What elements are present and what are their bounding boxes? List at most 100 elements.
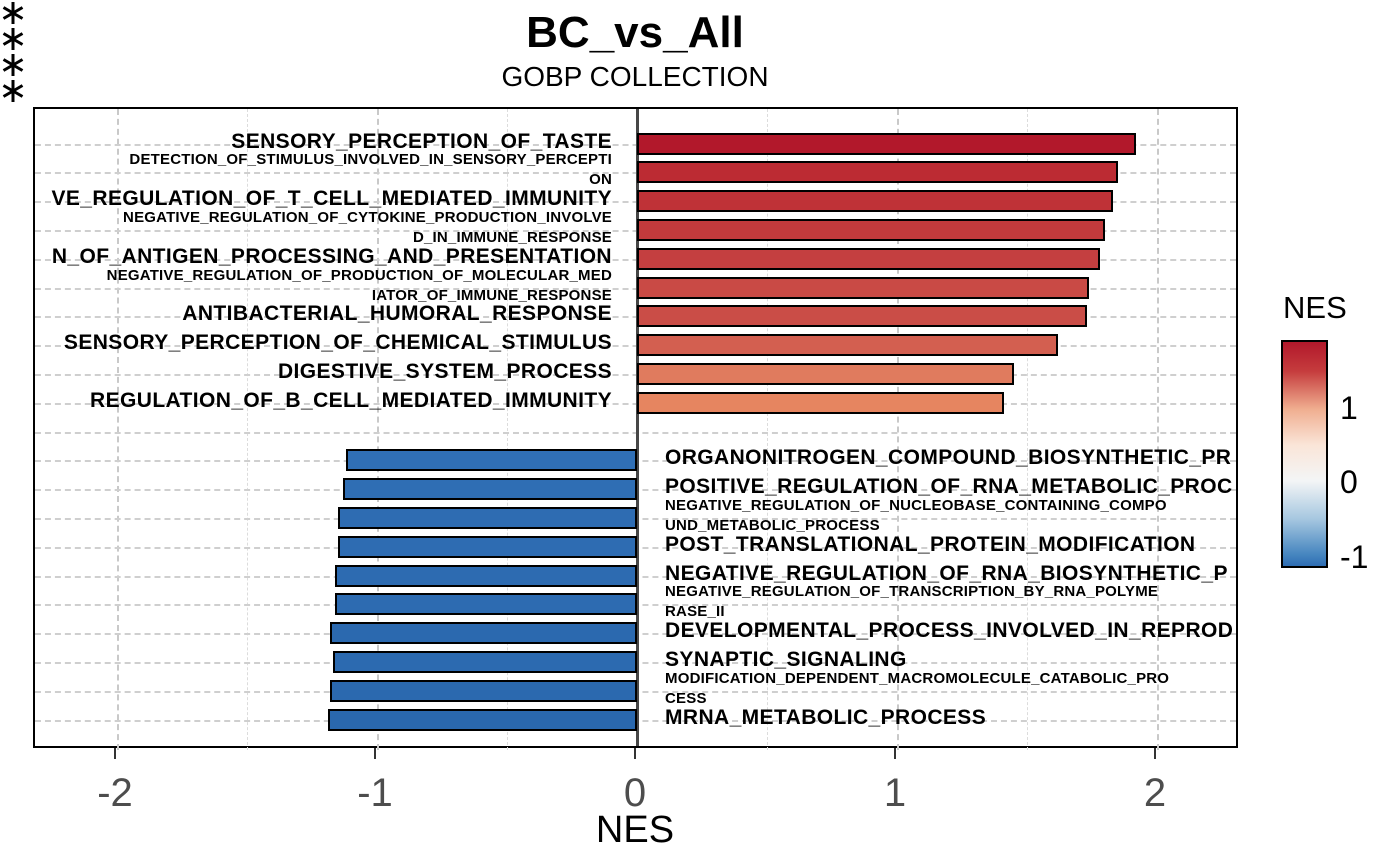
gridline-vertical-major (117, 109, 119, 750)
significance-asterisk (0, 26, 26, 52)
bar-label-box: N_OF_ANTIGEN_PROCESSING_AND_PRESENTATION (0, 245, 612, 269)
bar (338, 535, 637, 558)
colorbar-tick-label: 0 (1340, 464, 1358, 501)
bar-label-box: MRNA_METABOLIC_PROCESS (665, 706, 1236, 730)
x-axis-tick-label: 0 (623, 771, 647, 815)
bar (637, 391, 1004, 414)
bar (637, 161, 1118, 184)
gridline-horizontal (35, 258, 1236, 261)
bar-label-box: SENSORY_PERCEPTION_OF_CHEMICAL_STIMULUS (0, 331, 612, 355)
bar (637, 132, 1137, 155)
bar (637, 276, 1090, 299)
bar (338, 506, 637, 529)
x-axis-tick-label: 2 (1143, 771, 1167, 815)
x-axis-tick (894, 748, 896, 759)
chart-subtitle: GOBP COLLECTION (501, 61, 769, 92)
bar-label-box: ANTIBACTERIAL_HUMORAL_RESPONSE (0, 302, 612, 326)
bar-label-box: POSITIVE_REGULATION_OF_RNA_METABOLIC_PRO… (665, 475, 1236, 499)
bar-label-box: REGULATION_OF_B_CELL_MEDIATED_IMMUNITY (0, 389, 612, 413)
gridline-horizontal (35, 431, 1236, 434)
bar (637, 218, 1105, 241)
bar-label: NEGATIVE_REGULATION_OF_RNA_BIOSYNTHETIC_… (665, 561, 1228, 585)
x-axis-tick-label: 1 (883, 771, 907, 815)
bar (343, 478, 637, 501)
bar-label-box: POST_TRANSLATIONAL_PROTEIN_MODIFICATION (665, 533, 1236, 557)
bar-label: POST_TRANSLATIONAL_PROTEIN_MODIFICATION (665, 532, 1196, 556)
labels-overlay: SENSORY_PERCEPTION_OF_TASTE DETECTION_OF_… (0, 0, 1400, 815)
plot-panel (33, 107, 1238, 750)
colorbar-tick-label: 1 (1340, 389, 1358, 426)
bar-label-box: NEGATIVE_REGULATION_OF_NUCLEOBASE_CONTAI… (665, 496, 1236, 536)
bar-label: NEGATIVE_REGULATION_OF_TRANSCRIPTION_BY_… (665, 583, 1159, 621)
bar-label: ANTIBACTERIAL_HUMORAL_RESPONSE (182, 302, 612, 326)
bar (637, 305, 1087, 328)
significance-asterisk (0, 78, 26, 104)
gridline-horizontal (35, 287, 1236, 290)
bar-label: NEGATIVE_REGULATION_OF_CYTOKINE_PRODUCTI… (123, 208, 612, 246)
bar (335, 593, 637, 616)
gridline-vertical-major (377, 109, 379, 750)
gridline-vertical-major (897, 109, 899, 750)
bar (637, 334, 1059, 357)
bar-label: SYNAPTIC_SIGNALING (665, 647, 907, 671)
gridline-horizontal (35, 316, 1236, 319)
significance-asterisk (0, 0, 26, 26)
gridline-horizontal (35, 172, 1236, 175)
bar-label: NEGATIVE_REGULATION_OF_PRODUCTION_OF_MOL… (106, 266, 612, 304)
bar-label: VE_REGULATION_OF_T_CELL_MEDIATED_IMMUNIT… (51, 187, 612, 211)
bar (330, 679, 637, 702)
x-axis-title: NES (595, 809, 675, 851)
bar (637, 247, 1100, 270)
bar-label: NEGATIVE_REGULATION_OF_NUCLEOBASE_CONTAI… (665, 496, 1167, 534)
x-axis-tick (374, 748, 376, 759)
bar-label: DEVELOPMENTAL_PROCESS_INVOLVED_IN_REPROD (665, 619, 1234, 643)
bar-label-box: NEGATIVE_REGULATION_OF_PRODUCTION_OF_MOL… (0, 266, 612, 306)
significance-asterisk (0, 52, 26, 78)
bar-label-box: SENSORY_PERCEPTION_OF_TASTE (0, 130, 612, 154)
bar-label: REGULATION_OF_B_CELL_MEDIATED_IMMUNITY (90, 388, 612, 412)
bar-label-box: NEGATIVE_REGULATION_OF_CYTOKINE_PRODUCTI… (0, 208, 612, 248)
bar (335, 564, 637, 587)
gridline-vertical-minor (247, 109, 248, 750)
gridline-vertical-minor (1027, 109, 1028, 750)
zero-line (636, 109, 639, 746)
bar-label: POSITIVE_REGULATION_OF_RNA_METABOLIC_PRO… (665, 475, 1233, 499)
bar (345, 449, 637, 472)
chart-title: BC_vs_All (526, 8, 744, 57)
gridline-horizontal (35, 201, 1236, 204)
bar-label-box: ORGANONITROGEN_COMPOUND_BIOSYNTHETIC_PR (665, 446, 1236, 470)
gridline-horizontal (35, 143, 1236, 146)
bar-label: N_OF_ANTIGEN_PROCESSING_AND_PRESENTATION (51, 244, 612, 268)
bar-label-box: DETECTION_OF_STIMULUS_INVOLVED_IN_SENSOR… (0, 150, 612, 190)
bar-label-box: DEVELOPMENTAL_PROCESS_INVOLVED_IN_REPROD (665, 619, 1236, 643)
colorbar-tick-label: -1 (1340, 538, 1369, 575)
bar-label: DIGESTIVE_SYSTEM_PROCESS (277, 359, 612, 383)
bar-label-box: VE_REGULATION_OF_T_CELL_MEDIATED_IMMUNIT… (0, 187, 612, 211)
bar-label: SENSORY_PERCEPTION_OF_TASTE (231, 129, 612, 153)
bar-label: MODIFICATION_DEPENDENT_MACROMOLECULE_CAT… (665, 669, 1170, 707)
bar (637, 362, 1014, 385)
x-axis-tick-label: -2 (97, 771, 133, 815)
legend-title: NES (1283, 290, 1347, 325)
gridline-vertical-minor (507, 109, 508, 750)
bar-label-box: MODIFICATION_DEPENDENT_MACROMOLECULE_CAT… (665, 669, 1236, 709)
nes-colorbar (1281, 340, 1328, 568)
x-axis-tick (634, 748, 636, 759)
bar-label-box: NEGATIVE_REGULATION_OF_TRANSCRIPTION_BY_… (665, 582, 1236, 622)
x-axis-tick-label: -1 (357, 771, 393, 815)
x-axis-tick (1154, 748, 1156, 759)
bar-label: ORGANONITROGEN_COMPOUND_BIOSYNTHETIC_PR (665, 446, 1232, 470)
bar-label: MRNA_METABOLIC_PROCESS (665, 705, 987, 729)
bar (330, 622, 637, 645)
gridline-vertical-minor (767, 109, 768, 750)
gridline-vertical-major (1157, 109, 1159, 750)
gridline-horizontal (35, 402, 1236, 405)
bar (332, 650, 637, 673)
gridline-horizontal (35, 373, 1236, 376)
bar (327, 708, 637, 731)
bar-label-box: NEGATIVE_REGULATION_OF_RNA_BIOSYNTHETIC_… (665, 562, 1236, 586)
bar (637, 190, 1113, 213)
bar-label: SENSORY_PERCEPTION_OF_CHEMICAL_STIMULUS (63, 331, 612, 355)
bar-label-box: DIGESTIVE_SYSTEM_PROCESS (0, 360, 612, 384)
